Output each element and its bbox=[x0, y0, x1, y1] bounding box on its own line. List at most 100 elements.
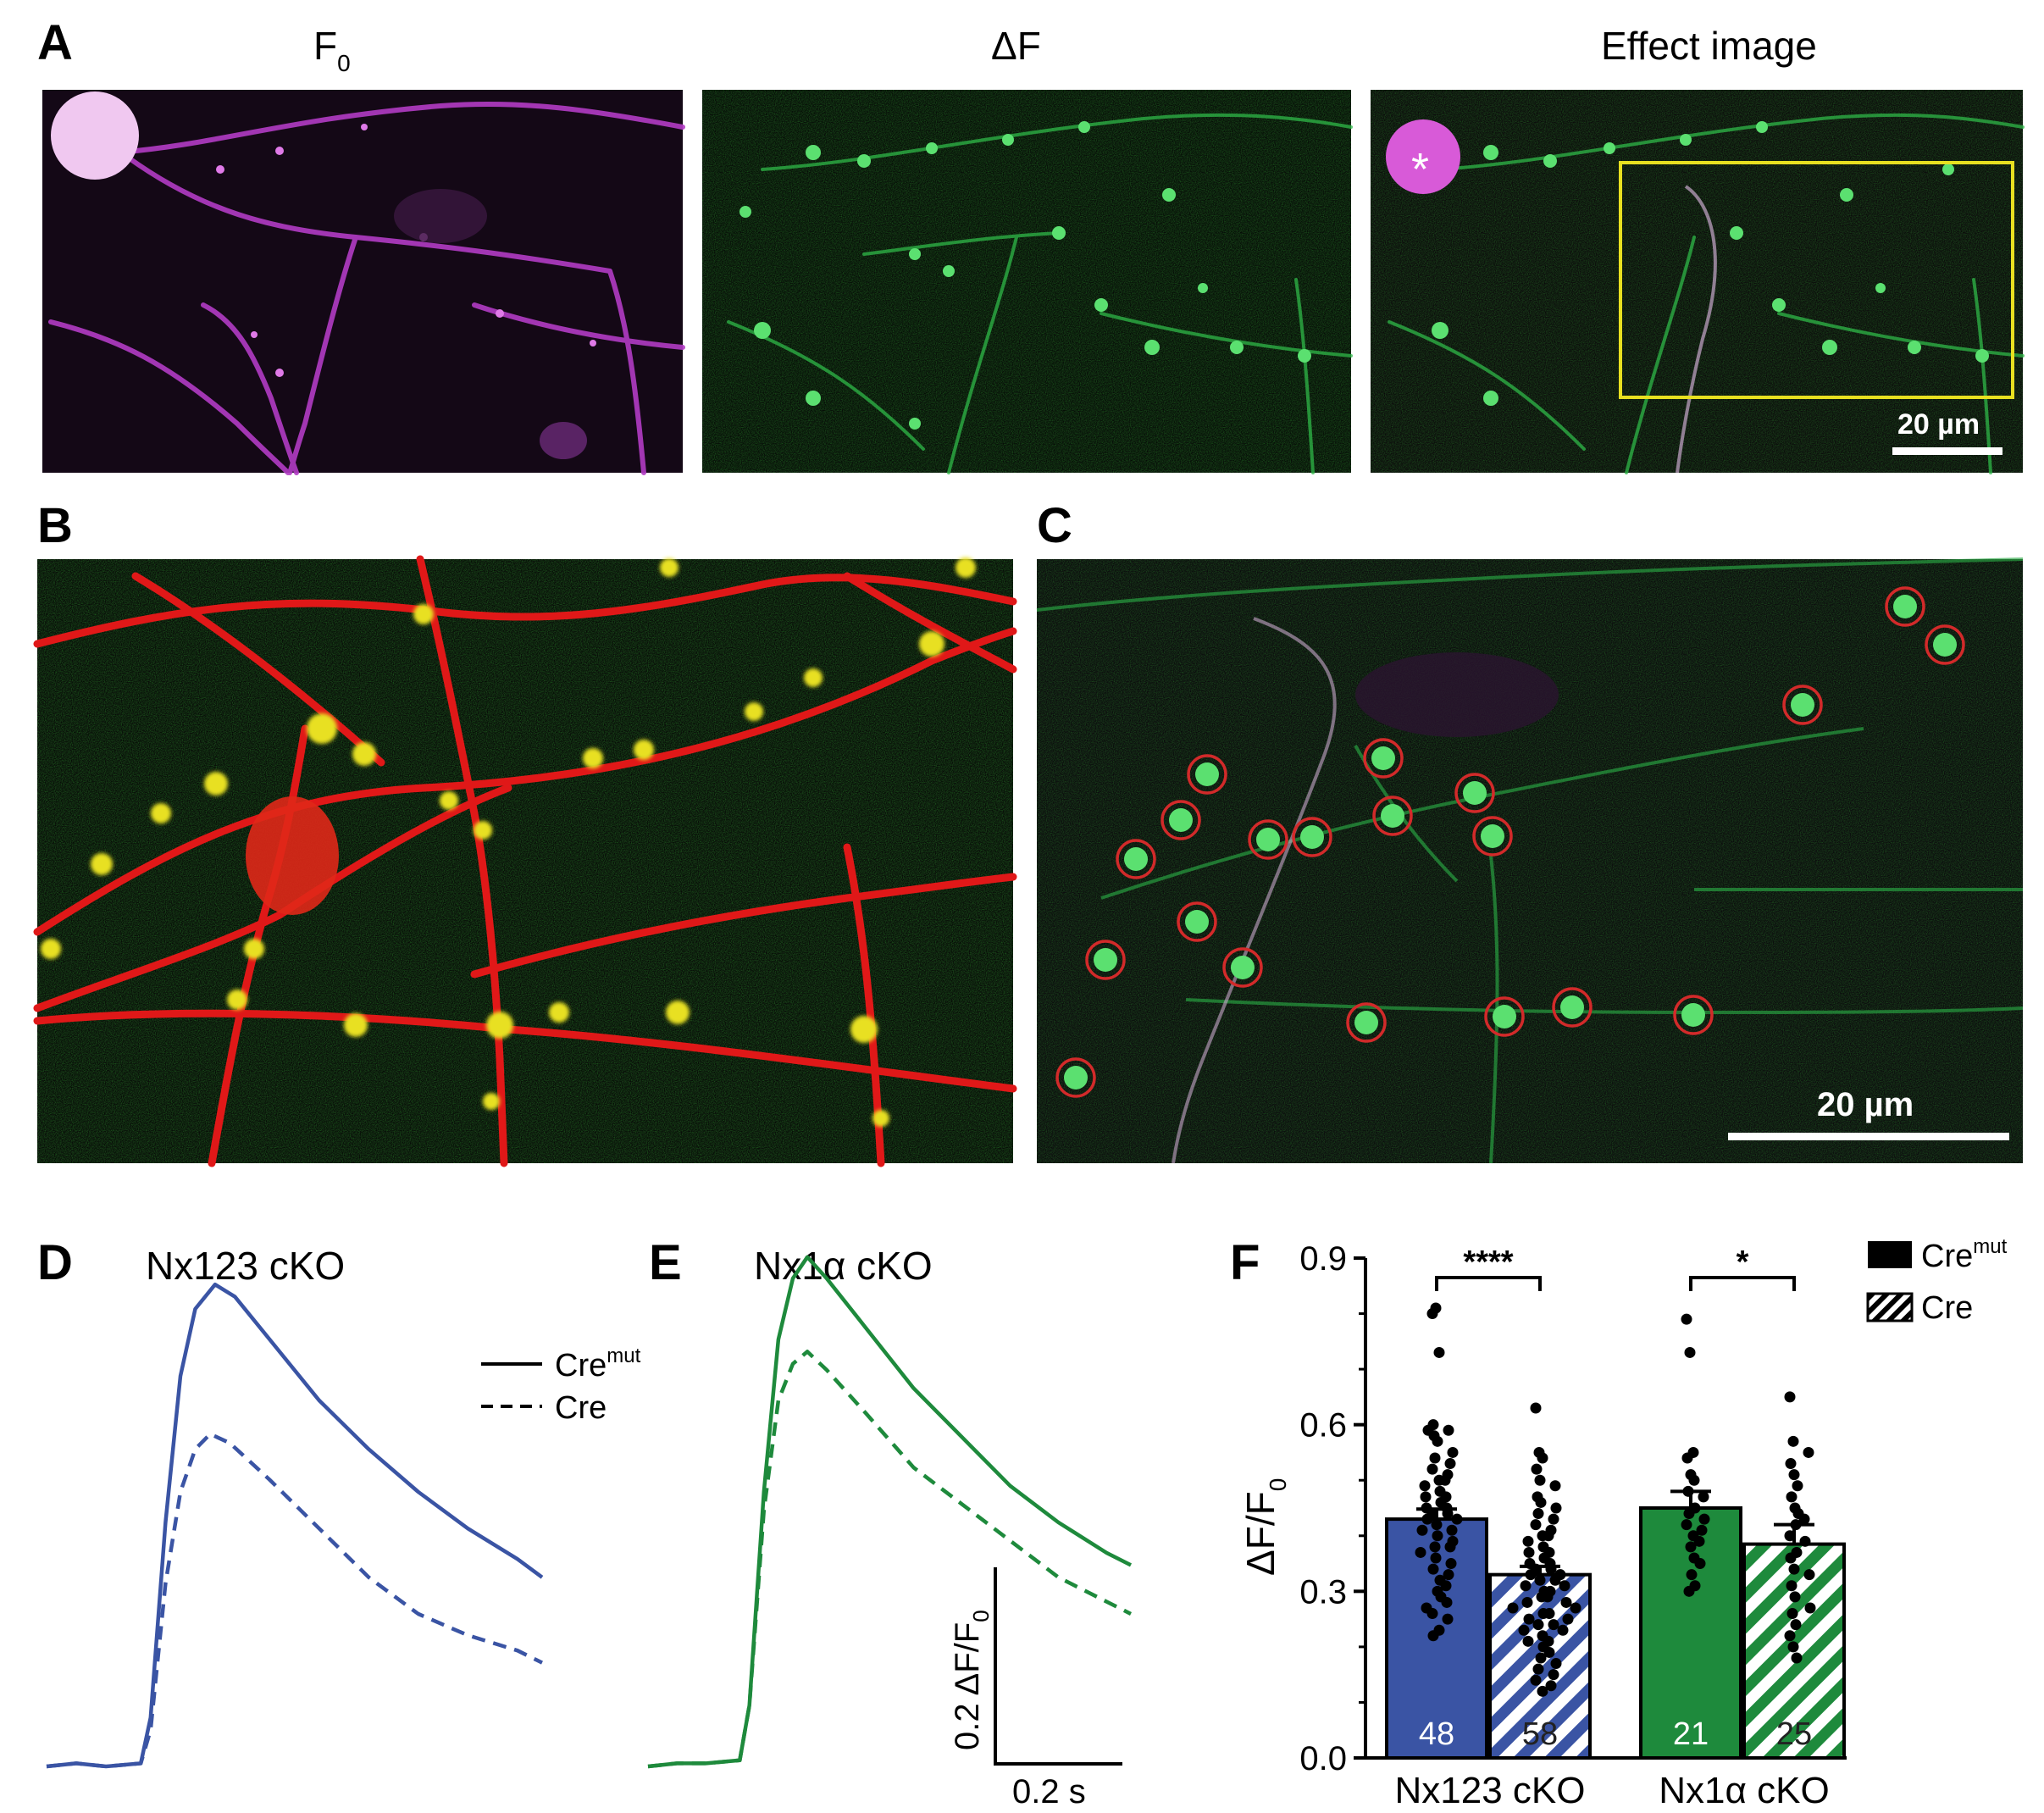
significance-bracket bbox=[1435, 1276, 1542, 1291]
data-point bbox=[1442, 1613, 1454, 1625]
data-point bbox=[1416, 1524, 1428, 1536]
roi-bouton bbox=[1231, 956, 1255, 979]
data-point bbox=[1444, 1458, 1456, 1470]
data-point bbox=[1451, 1513, 1463, 1525]
data-point bbox=[1433, 1346, 1445, 1358]
data-point bbox=[1532, 1663, 1544, 1675]
group-label: Nx1α cKO bbox=[1659, 1770, 1829, 1811]
y-tick-label: 0.0 bbox=[1299, 1740, 1347, 1777]
data-point bbox=[1685, 1541, 1697, 1553]
roi-bouton bbox=[1893, 595, 1917, 618]
roi-bouton bbox=[1381, 804, 1404, 828]
image-delta-f bbox=[702, 90, 1353, 474]
data-point bbox=[1537, 1685, 1548, 1697]
data-point bbox=[1543, 1608, 1555, 1620]
data-point bbox=[1784, 1630, 1796, 1642]
panel-e-letter: E bbox=[649, 1235, 682, 1290]
data-point bbox=[1549, 1480, 1561, 1492]
data-point bbox=[1785, 1458, 1797, 1470]
data-point bbox=[1787, 1641, 1799, 1653]
panel-c: C 20 µm bbox=[1036, 498, 2024, 1164]
data-point bbox=[1548, 1619, 1559, 1631]
trace-cre bbox=[46, 1432, 543, 1769]
roi-bouton bbox=[1300, 825, 1324, 849]
significance-label: * bbox=[1737, 1245, 1749, 1280]
panel-a-title-f0: F0 bbox=[313, 24, 351, 76]
data-point bbox=[1522, 1635, 1534, 1647]
data-point bbox=[1421, 1513, 1433, 1525]
data-point bbox=[1543, 1646, 1555, 1658]
panel-b-letter: B bbox=[37, 498, 73, 553]
roi-bouton bbox=[1481, 824, 1504, 848]
traces-e bbox=[647, 1255, 1133, 1769]
data-point bbox=[1686, 1569, 1698, 1581]
data-point bbox=[1430, 1552, 1442, 1564]
data-point bbox=[1681, 1519, 1692, 1531]
panel-a-title-delta: ΔF bbox=[991, 24, 1041, 68]
roi-bouton bbox=[1371, 746, 1395, 770]
data-point bbox=[1694, 1558, 1706, 1570]
roi-circle bbox=[1484, 996, 1525, 1037]
significance-bracket bbox=[1689, 1276, 1796, 1291]
data-point bbox=[1532, 1619, 1544, 1631]
data-point bbox=[1427, 1630, 1439, 1642]
y-tick-label: 0.6 bbox=[1299, 1407, 1347, 1444]
y-tick-label: 0.9 bbox=[1299, 1240, 1347, 1278]
roi-bouton bbox=[1560, 995, 1584, 1019]
data-point bbox=[1798, 1513, 1810, 1525]
y-tick-label: 0.3 bbox=[1299, 1573, 1347, 1611]
roi-circle bbox=[1055, 1057, 1096, 1098]
data-point bbox=[1784, 1391, 1796, 1403]
data-point bbox=[1698, 1513, 1710, 1525]
data-point bbox=[1545, 1563, 1557, 1575]
data-point bbox=[1570, 1602, 1581, 1614]
panel-c-letter: C bbox=[1037, 498, 1072, 553]
data-point bbox=[1803, 1446, 1814, 1458]
data-point bbox=[1518, 1624, 1530, 1636]
data-point bbox=[1550, 1658, 1562, 1670]
panel-a-title-effect: Effect image bbox=[1601, 24, 1817, 68]
panel-b: B bbox=[33, 498, 1017, 1167]
data-point bbox=[1804, 1602, 1816, 1614]
panel-d-title: Nx123 cKO bbox=[146, 1244, 345, 1288]
scale-bar-y-label: 0.2 ΔF/F0 bbox=[949, 1610, 994, 1750]
data-point bbox=[1521, 1596, 1533, 1608]
data-point bbox=[1790, 1619, 1802, 1631]
data-point bbox=[1560, 1596, 1572, 1608]
roi-circle bbox=[1187, 754, 1227, 795]
roi-circle bbox=[1160, 800, 1201, 840]
data-point bbox=[1535, 1496, 1547, 1508]
data-point bbox=[1440, 1580, 1452, 1592]
data-point bbox=[1507, 1602, 1519, 1614]
data-point bbox=[1803, 1569, 1815, 1581]
soma-asterisk: * bbox=[1411, 144, 1429, 195]
legend-f-hatched: Cre bbox=[1921, 1290, 1973, 1326]
panel-a-letter: A bbox=[37, 15, 73, 70]
roi-circle bbox=[1292, 817, 1332, 857]
panel-f: F 0.0 0.3 0.6 0.9 48 58 21 25 Nx123 cKO Nx1α cKO *… bbox=[1230, 1235, 2008, 1811]
data-point bbox=[1419, 1480, 1431, 1492]
roi-circle bbox=[1885, 586, 1925, 627]
data-point bbox=[1790, 1519, 1802, 1531]
data-point bbox=[1537, 1452, 1548, 1464]
data-point bbox=[1522, 1535, 1534, 1547]
data-point bbox=[1439, 1474, 1451, 1486]
scalebar-c bbox=[1728, 1133, 2009, 1140]
image-f0 bbox=[42, 90, 685, 475]
data-point bbox=[1446, 1524, 1458, 1536]
data-point bbox=[1784, 1530, 1796, 1542]
data-point bbox=[1786, 1491, 1798, 1503]
data-point bbox=[1415, 1546, 1426, 1558]
data-point bbox=[1525, 1569, 1537, 1581]
panel-a: A F0 ΔF Effect image bbox=[37, 15, 2025, 475]
data-point bbox=[1534, 1574, 1546, 1586]
roi-circle bbox=[1085, 940, 1126, 980]
data-point bbox=[1520, 1580, 1532, 1592]
data-point bbox=[1682, 1485, 1694, 1497]
data-point bbox=[1799, 1535, 1811, 1547]
scalebar-a bbox=[1892, 447, 2002, 455]
data-point bbox=[1431, 1519, 1443, 1531]
data-point bbox=[1681, 1313, 1692, 1325]
legend-de-solid: Cremut bbox=[555, 1345, 641, 1383]
